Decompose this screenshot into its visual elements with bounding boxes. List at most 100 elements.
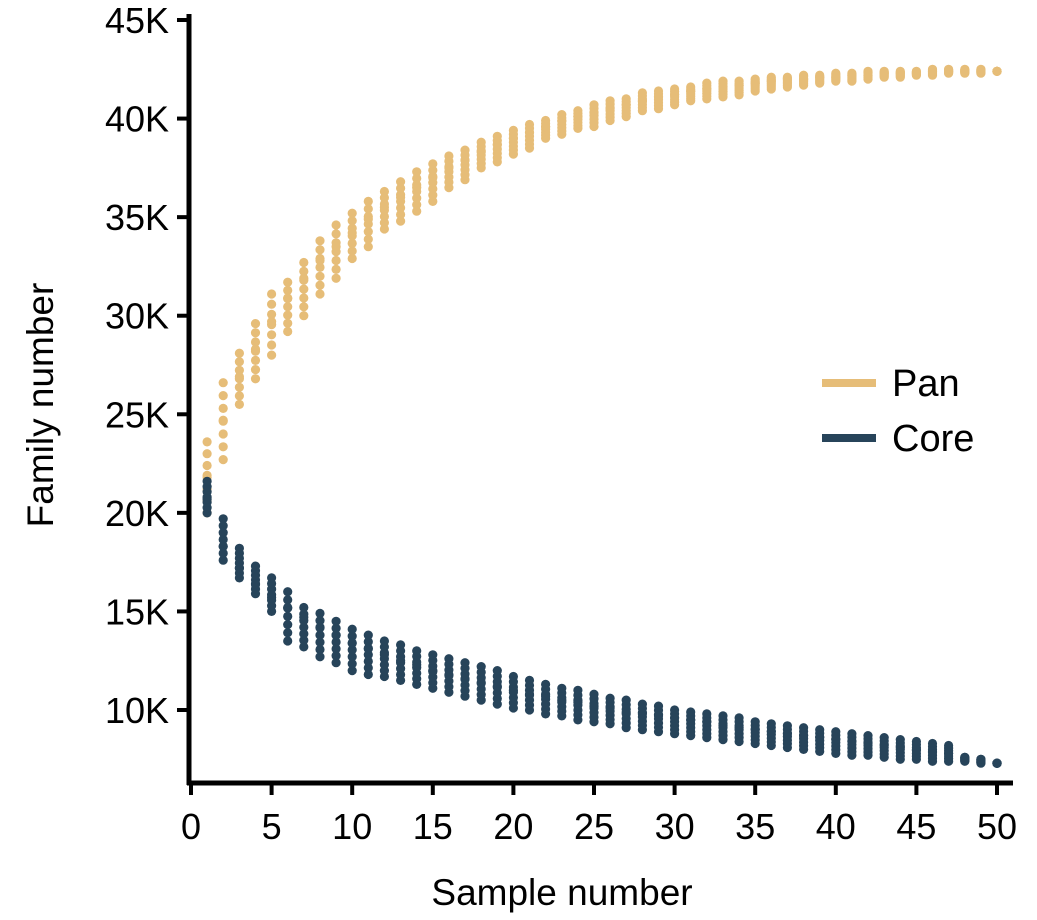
point-core-28-6 xyxy=(637,699,648,709)
point-core-5-mean xyxy=(267,593,277,603)
point-core-38-mean xyxy=(799,731,809,741)
point-core-3-6 xyxy=(234,543,244,553)
point-core-36-6 xyxy=(766,719,776,729)
point-core-21-mean xyxy=(524,689,535,699)
point-core-6-0 xyxy=(283,636,293,646)
point-core-9-0 xyxy=(331,658,341,668)
y-tick-label-20000: 20K xyxy=(105,493,169,534)
point-pan-42-mean xyxy=(863,70,873,80)
point-pan-5-2 xyxy=(267,330,277,340)
y-axis-title: Family number xyxy=(20,283,61,528)
point-pan-4-6 xyxy=(250,319,261,329)
series-core xyxy=(202,476,1002,768)
point-pan-41-mean xyxy=(847,70,857,80)
point-pan-3-2 xyxy=(234,382,244,392)
point-pan-14-1 xyxy=(412,200,422,210)
point-pan-15-5 xyxy=(428,165,438,175)
point-core-25-mean xyxy=(589,701,599,711)
point-pan-18-6 xyxy=(476,137,486,147)
point-core-21-6 xyxy=(524,675,535,686)
point-pan-10-1 xyxy=(347,246,357,256)
point-pan-20-6 xyxy=(508,125,518,135)
point-core-23-mean xyxy=(557,695,567,705)
point-core-5-6 xyxy=(267,573,277,583)
point-pan-9-5 xyxy=(331,229,341,239)
point-core-40-6 xyxy=(831,727,841,737)
x-tick-label-5: 5 xyxy=(262,806,282,847)
point-pan-7-0 xyxy=(299,311,309,321)
y-tick-label-30000: 30K xyxy=(105,296,169,337)
point-core-6-6 xyxy=(283,587,293,597)
point-core-33-6 xyxy=(718,711,728,721)
legend-label-pan: Pan xyxy=(892,363,960,405)
point-pan-8-2 xyxy=(315,271,325,281)
point-pan-7-6 xyxy=(299,257,309,268)
point-core-22-6 xyxy=(541,679,551,690)
point-pan-13-6 xyxy=(396,177,406,187)
point-pan-1-4 xyxy=(202,460,212,471)
x-tick-label-40: 40 xyxy=(816,806,856,847)
point-core-2-3 xyxy=(218,534,228,545)
point-pan-30-mean xyxy=(670,90,680,100)
point-pan-7-1 xyxy=(299,302,309,312)
point-core-19-mean xyxy=(492,681,502,691)
point-core-15-mean xyxy=(428,666,438,676)
point-core-9-5 xyxy=(331,623,341,633)
point-pan-11-1 xyxy=(363,234,373,244)
y-tick-label-45000: 45K xyxy=(105,0,169,41)
x-tick-label-20: 20 xyxy=(493,806,533,847)
point-pan-8-3 xyxy=(315,262,325,272)
y-tick-label-40000: 40K xyxy=(105,99,169,140)
point-core-50-mean xyxy=(992,758,1002,768)
point-pan-15-6 xyxy=(428,159,438,169)
point-pan-6-6 xyxy=(283,277,293,287)
point-core-27-6 xyxy=(621,695,631,705)
point-pan-6-5 xyxy=(283,285,293,295)
point-pan-6-mean xyxy=(283,293,293,303)
point-pan-37-mean xyxy=(782,74,793,84)
point-core-37-6 xyxy=(782,721,793,731)
point-core-7-0 xyxy=(299,642,309,652)
point-core-27-mean xyxy=(621,707,631,717)
point-pan-13-5 xyxy=(396,183,406,193)
point-pan-5-0 xyxy=(267,350,277,360)
point-pan-12-2 xyxy=(379,211,389,222)
point-core-9-3 xyxy=(331,637,341,647)
point-pan-4-mean xyxy=(250,344,261,354)
point-pan-27-mean xyxy=(621,100,631,110)
point-pan-5-4 xyxy=(267,309,277,319)
point-pan-26-6 xyxy=(605,96,615,106)
point-pan-8-1 xyxy=(315,280,325,290)
point-core-7-mean xyxy=(299,612,309,622)
point-pan-9-2 xyxy=(331,255,341,266)
point-pan-40-mean xyxy=(831,72,841,82)
point-core-49-mean xyxy=(976,754,986,764)
point-core-11-1 xyxy=(363,663,373,673)
point-pan-18-mean xyxy=(476,147,486,157)
point-core-15-6 xyxy=(428,650,438,660)
point-pan-4-0 xyxy=(250,374,261,384)
point-core-32-6 xyxy=(702,709,712,719)
x-tick-label-10: 10 xyxy=(332,806,372,847)
point-pan-20-mean xyxy=(508,133,518,143)
point-core-43-mean xyxy=(879,740,889,751)
point-pan-12-6 xyxy=(379,186,389,197)
point-pan-7-mean xyxy=(299,273,309,283)
point-core-3-mean xyxy=(234,563,244,573)
point-pan-49-mean xyxy=(976,66,986,76)
point-core-16-mean xyxy=(444,669,454,680)
point-core-6-5 xyxy=(283,595,293,605)
point-pan-29-mean xyxy=(653,92,664,102)
point-pan-23-mean xyxy=(557,115,567,126)
point-pan-26-mean xyxy=(605,104,615,114)
point-pan-14-mean xyxy=(412,183,422,193)
x-tick-label-30: 30 xyxy=(655,806,695,847)
point-core-28-mean xyxy=(637,709,648,719)
point-pan-5-1 xyxy=(267,340,277,350)
point-core-10-1 xyxy=(347,659,357,669)
point-core-31-mean xyxy=(686,715,696,725)
point-pan-4-4 xyxy=(250,337,261,347)
point-core-2-mean xyxy=(218,541,228,552)
point-core-13-mean xyxy=(396,656,406,666)
point-pan-6-0 xyxy=(283,326,293,337)
